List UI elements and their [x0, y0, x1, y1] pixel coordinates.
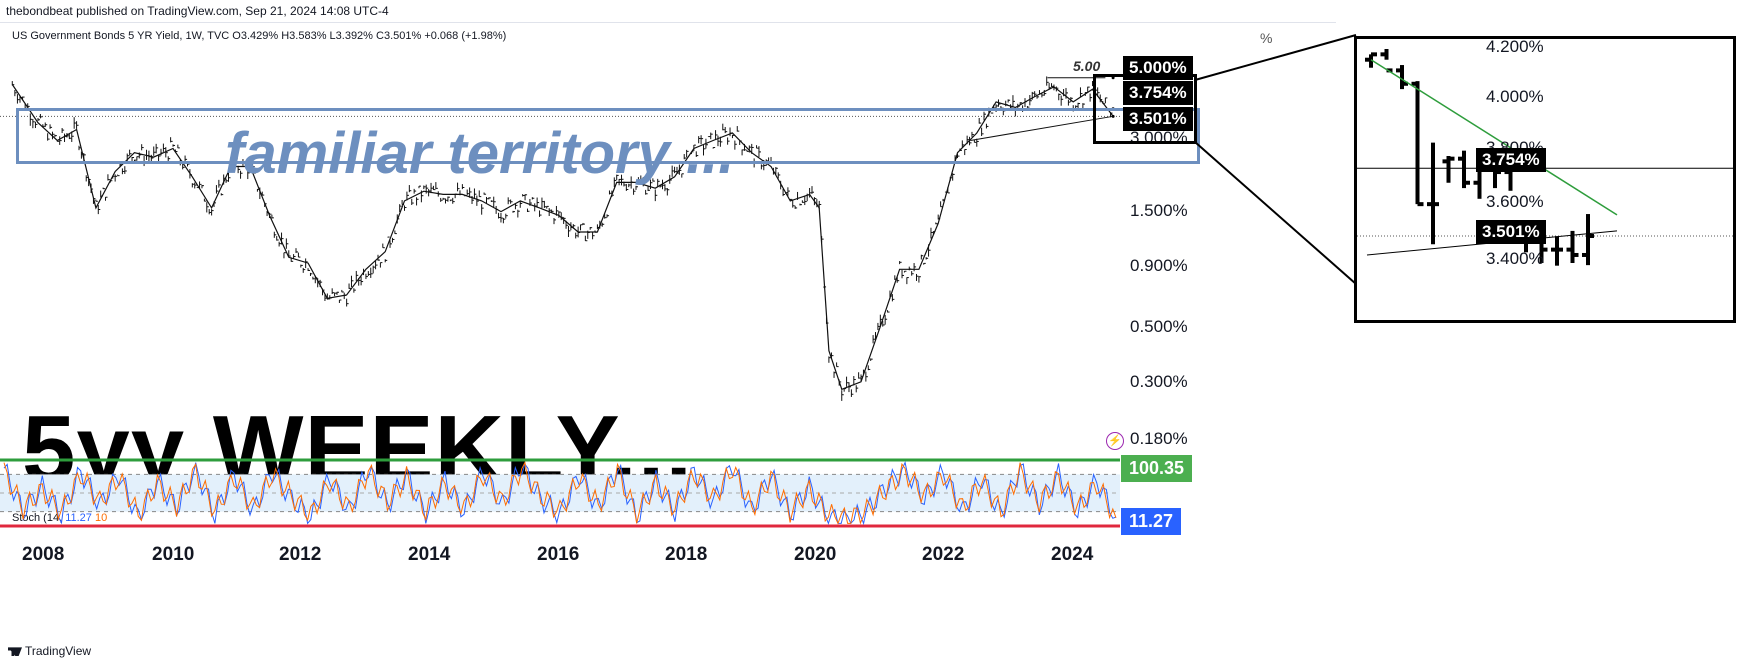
inset-chart	[1357, 49, 1733, 266]
inset-price-label-last: 3.501%	[1476, 220, 1546, 244]
y-tick-1500: 1.500%	[1130, 201, 1188, 220]
stoch-legend: Stoch (14, 11.27 10	[12, 512, 107, 524]
x-tick-2020: 2020	[794, 544, 837, 565]
price-marker-5: 5.00	[1073, 58, 1101, 74]
publisher-line: thebondbeat published on TradingView.com…	[6, 4, 389, 18]
x-tick-2014: 2014	[408, 544, 451, 565]
main-chart-frame	[0, 22, 1336, 663]
inset-price-label-mid: 3.754%	[1476, 148, 1546, 172]
tradingview-logo-text: TradingView	[25, 644, 92, 658]
inset-y-tick-4000: 4.000%	[1486, 87, 1544, 106]
price-label-last: 3.501%	[1123, 107, 1193, 131]
tradingview-watermark[interactable]: TradingView	[8, 644, 91, 658]
price-level-point	[1111, 114, 1115, 118]
price-level-point	[1111, 76, 1115, 80]
symbol-legend: US Government Bonds 5 YR Yield, 1W, TVC …	[12, 30, 507, 42]
inset-y-tick-4200: 4.200%	[1486, 37, 1544, 56]
familiar-territory-zone	[16, 108, 1200, 164]
inset-y-tick-3400: 3.400%	[1486, 249, 1544, 268]
stoch-series-d	[3, 461, 1117, 525]
stoch-legend-k: 11.27	[65, 512, 92, 524]
x-tick-2010: 2010	[152, 544, 195, 565]
inset-descending-trendline	[1370, 59, 1618, 216]
x-tick-2012: 2012	[279, 544, 322, 565]
y-tick-0180: 0.180%	[1130, 429, 1188, 448]
x-tick-2018: 2018	[665, 544, 708, 565]
x-tick-2008: 2008	[22, 544, 65, 565]
inset-y-tick-3600: 3.600%	[1486, 192, 1544, 211]
price-label-high: 5.000%	[1123, 56, 1193, 80]
inset-connector	[1194, 34, 1357, 285]
ascending-trendline	[970, 115, 1114, 141]
x-tick-2024: 2024	[1051, 544, 1094, 565]
stoch-lower-badge: 11.27	[1121, 508, 1182, 535]
stochastic-chart	[0, 458, 1120, 528]
inset-zoom-panel	[1354, 36, 1736, 323]
stoch-legend-prefix: Stoch (14,	[12, 512, 63, 524]
y-axis-unit: %	[1260, 30, 1273, 46]
stoch-legend-d: 10	[94, 512, 108, 524]
tradingview-logo-icon	[8, 647, 22, 657]
y-tick-0500: 0.500%	[1130, 317, 1188, 336]
y-tick-0300: 0.300%	[1130, 372, 1188, 391]
y-tick-0900: 0.900%	[1130, 256, 1188, 275]
lightning-icon[interactable]: ⚡	[1106, 432, 1124, 450]
x-tick-2022: 2022	[922, 544, 965, 565]
price-line	[11, 84, 1114, 391]
stoch-upper-badge: 100.35	[1121, 455, 1193, 482]
familiar-territory-annotation: familiar territory ...	[225, 121, 735, 186]
price-label-mid: 3.754%	[1123, 81, 1193, 105]
x-tick-2016: 2016	[537, 544, 580, 565]
